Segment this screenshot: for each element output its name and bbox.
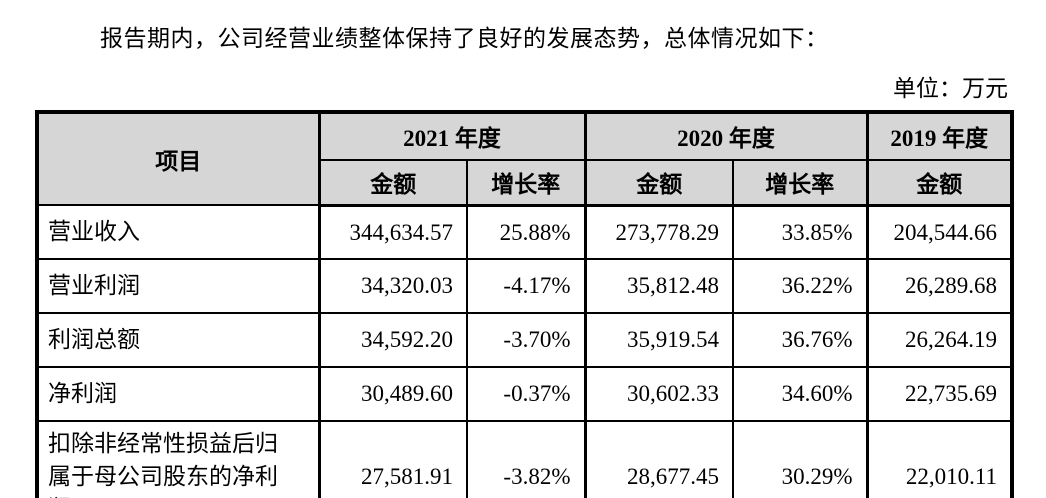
- cell-2021-growth: -3.82%: [466, 420, 585, 498]
- cell-2020-amount: 28,677.45: [583, 420, 733, 498]
- cell-2021-amount: 344,634.57: [317, 204, 467, 261]
- table-header-year-row: 项目 2021 年度 2020 年度 2019 年度: [37, 110, 1012, 207]
- table-row-operating-profit: 营业利润 34,320.03 -4.17% 35,812.48 36.22% 2…: [37, 258, 1012, 315]
- cell-2020-amount: 35,812.48: [583, 258, 733, 315]
- cell-2020-growth: 36.76%: [732, 312, 867, 369]
- row-label: 扣除非经常性损益后归属于母公司股东的净利润: [37, 420, 319, 498]
- row-label: 净利润: [37, 366, 319, 423]
- column-header-2019-amount: 金额: [865, 158, 1012, 207]
- cell-2019-amount: 22,735.69: [865, 366, 1012, 423]
- cell-2020-growth: 34.60%: [732, 366, 867, 423]
- cell-2021-amount: 34,592.20: [317, 312, 467, 369]
- table-row-net-profit-after-nonrecurring: 扣除非经常性损益后归属于母公司股东的净利润 27,581.91 -3.82% 2…: [37, 420, 1012, 498]
- table-row-operating-revenue: 营业收入 344,634.57 25.88% 273,778.29 33.85%…: [37, 204, 1012, 261]
- cell-2020-amount: 273,778.29: [583, 204, 733, 261]
- cell-2021-growth: -0.37%: [466, 366, 585, 423]
- cell-2020-growth: 36.22%: [732, 258, 867, 315]
- cell-2020-amount: 30,602.33: [583, 366, 733, 423]
- table-row-net-profit: 净利润 30,489.60 -0.37% 30,602.33 34.60% 22…: [37, 366, 1012, 423]
- row-label: 营业利润: [37, 258, 319, 315]
- cell-2020-growth: 33.85%: [732, 204, 867, 261]
- table-row-total-profit: 利润总额 34,592.20 -3.70% 35,919.54 36.76% 2…: [37, 312, 1012, 369]
- cell-2019-amount: 204,544.66: [865, 204, 1012, 261]
- cell-2019-amount: 26,289.68: [865, 258, 1012, 315]
- cell-2019-amount: 22,010.11: [865, 420, 1012, 498]
- column-header-year-2019: 2019 年度: [865, 110, 1012, 161]
- cell-2020-growth: 30.29%: [732, 420, 867, 498]
- column-header-item: 项目: [37, 110, 319, 207]
- cell-2021-amount: 34,320.03: [317, 258, 467, 315]
- cell-2020-amount: 35,919.54: [583, 312, 733, 369]
- row-label: 营业收入: [37, 204, 319, 261]
- cell-2021-amount: 30,489.60: [317, 366, 467, 423]
- cell-2019-amount: 26,264.19: [865, 312, 1012, 369]
- table-header-sub-row: 金额 增长率 金额 增长率 金额: [37, 158, 1012, 207]
- cell-2021-amount: 27,581.91: [317, 420, 467, 498]
- cell-2021-growth: -3.70%: [466, 312, 585, 369]
- cell-2021-growth: 25.88%: [466, 204, 585, 261]
- cell-2021-growth: -4.17%: [466, 258, 585, 315]
- intro-paragraph: 报告期内，公司经营业绩整体保持了良好的发展态势，总体情况如下：: [100, 26, 829, 51]
- financial-summary-table: 项目 2021 年度 2020 年度 2019 年度 金额 增长率 金额 增长率…: [35, 109, 1014, 498]
- column-header-2021-growth: 增长率: [466, 158, 585, 207]
- column-header-year-2021: 2021 年度: [317, 110, 585, 161]
- unit-label: 单位：万元: [893, 75, 1008, 101]
- column-header-year-2020: 2020 年度: [583, 110, 867, 161]
- row-label: 利润总额: [37, 312, 319, 369]
- column-header-2021-amount: 金额: [317, 158, 467, 207]
- column-header-2020-amount: 金额: [583, 158, 733, 207]
- column-header-2020-growth: 增长率: [732, 158, 867, 207]
